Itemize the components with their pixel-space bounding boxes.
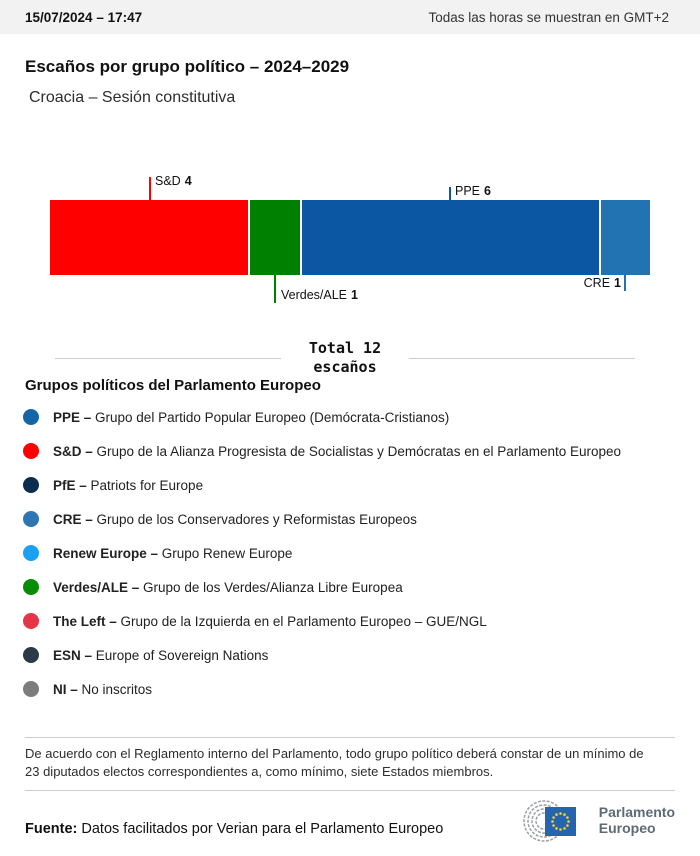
legend-item-pfe: PfE – Patriots for Europe	[0, 468, 700, 502]
european-parliament-logo: Parlamento Europeo	[513, 796, 675, 844]
total-row: Total 12 escaños	[55, 339, 635, 377]
legend-item-label: The Left – Grupo de la Izquierda en el P…	[53, 613, 487, 629]
total-seats-label: Total 12 escaños	[308, 339, 382, 376]
stacked-bar	[50, 200, 650, 275]
bar-segment-s-d	[50, 200, 248, 275]
legend-item-the-left: The Left – Grupo de la Izquierda en el P…	[0, 604, 700, 638]
legend-item-label: S&D – Grupo de la Alianza Progresista de…	[53, 443, 622, 459]
legend-item-label: PfE – Patriots for Europe	[53, 477, 204, 493]
hemicycle-eu-flag-icon	[523, 800, 576, 842]
callout-label: S&D 4	[155, 174, 192, 188]
group-color-dot	[23, 477, 39, 493]
page-title: Escaños por grupo político – 2024–2029	[25, 57, 350, 76]
group-color-dot	[23, 545, 39, 561]
callout-leader	[624, 275, 626, 291]
timezone-note: Todas las horas se muestran en GMT+2	[428, 9, 670, 25]
legend-item-verdes-ale: Verdes/ALE – Grupo de los Verdes/Alianza…	[0, 570, 700, 604]
bar-segment-verdes-ale	[248, 200, 300, 275]
callout-leader	[449, 187, 451, 200]
source-text: Datos facilitados por Verian para el Par…	[81, 821, 444, 837]
divider-bottom	[25, 790, 675, 791]
datetime-label: 15/07/2024 – 17:47	[25, 9, 143, 25]
group-color-dot	[23, 681, 39, 697]
group-color-dot	[23, 443, 39, 459]
legend-heading: Grupos políticos del Parlamento Europeo	[25, 377, 321, 394]
callout-label: PPE 6	[455, 184, 491, 198]
legend: PPE – Grupo del Partido Popular Europeo …	[0, 400, 700, 706]
group-color-dot	[23, 511, 39, 527]
legend-item-ni: NI – No inscritos	[0, 672, 700, 706]
page-subtitle: Croacia – Sesión constitutiva	[29, 89, 236, 106]
footnote-text: De acuerdo con el Reglamento interno del…	[25, 746, 644, 779]
group-color-dot	[23, 409, 39, 425]
bar-segment-ppe	[299, 200, 599, 275]
legend-item-label: Verdes/ALE – Grupo de los Verdes/Alianza…	[53, 579, 403, 595]
bar-segment-cre	[598, 200, 650, 275]
legend-item-label: CRE – Grupo de los Conservadores y Refor…	[53, 511, 417, 527]
legend-item-esn: ESN – Europe of Sovereign Nations	[0, 638, 700, 672]
legend-item-label: NI – No inscritos	[53, 681, 153, 697]
logo-text: Parlamento Europeo	[598, 804, 675, 836]
top-bar: 15/07/2024 – 17:47 Todas las horas se mu…	[0, 0, 700, 34]
legend-item-label: Renew Europe – Grupo Renew Europe	[53, 545, 293, 561]
legend-item-label: ESN – Europe of Sovereign Nations	[53, 647, 269, 663]
legend-item-renew-europe: Renew Europe – Grupo Renew Europe	[0, 536, 700, 570]
group-color-dot	[23, 579, 39, 595]
callout-label: CRE 1	[583, 276, 621, 290]
seats-stacked-bar-chart: S&D 4 Verdes/ALE 1 PPE 6 CRE 1	[0, 170, 700, 315]
total-rule-left	[55, 357, 281, 359]
footer: Fuente: Datos facilitados por Verian par…	[25, 796, 675, 844]
group-color-dot	[23, 647, 39, 663]
total-rule-right	[409, 357, 635, 359]
legend-item-cre: CRE – Grupo de los Conservadores y Refor…	[0, 502, 700, 536]
legend-item-label: PPE – Grupo del Partido Popular Europeo …	[53, 409, 450, 425]
callout-leader	[149, 177, 151, 200]
group-color-dot	[23, 613, 39, 629]
legend-item-s-d: S&D – Grupo de la Alianza Progresista de…	[0, 434, 700, 468]
legend-item-ppe: PPE – Grupo del Partido Popular Europeo …	[0, 400, 700, 434]
callout-label: Verdes/ALE 1	[281, 288, 358, 302]
divider-top	[25, 737, 675, 738]
callout-leader	[274, 275, 276, 303]
source-label: Fuente:	[25, 821, 78, 837]
source-line: Fuente: Datos facilitados por Verian par…	[25, 821, 443, 844]
